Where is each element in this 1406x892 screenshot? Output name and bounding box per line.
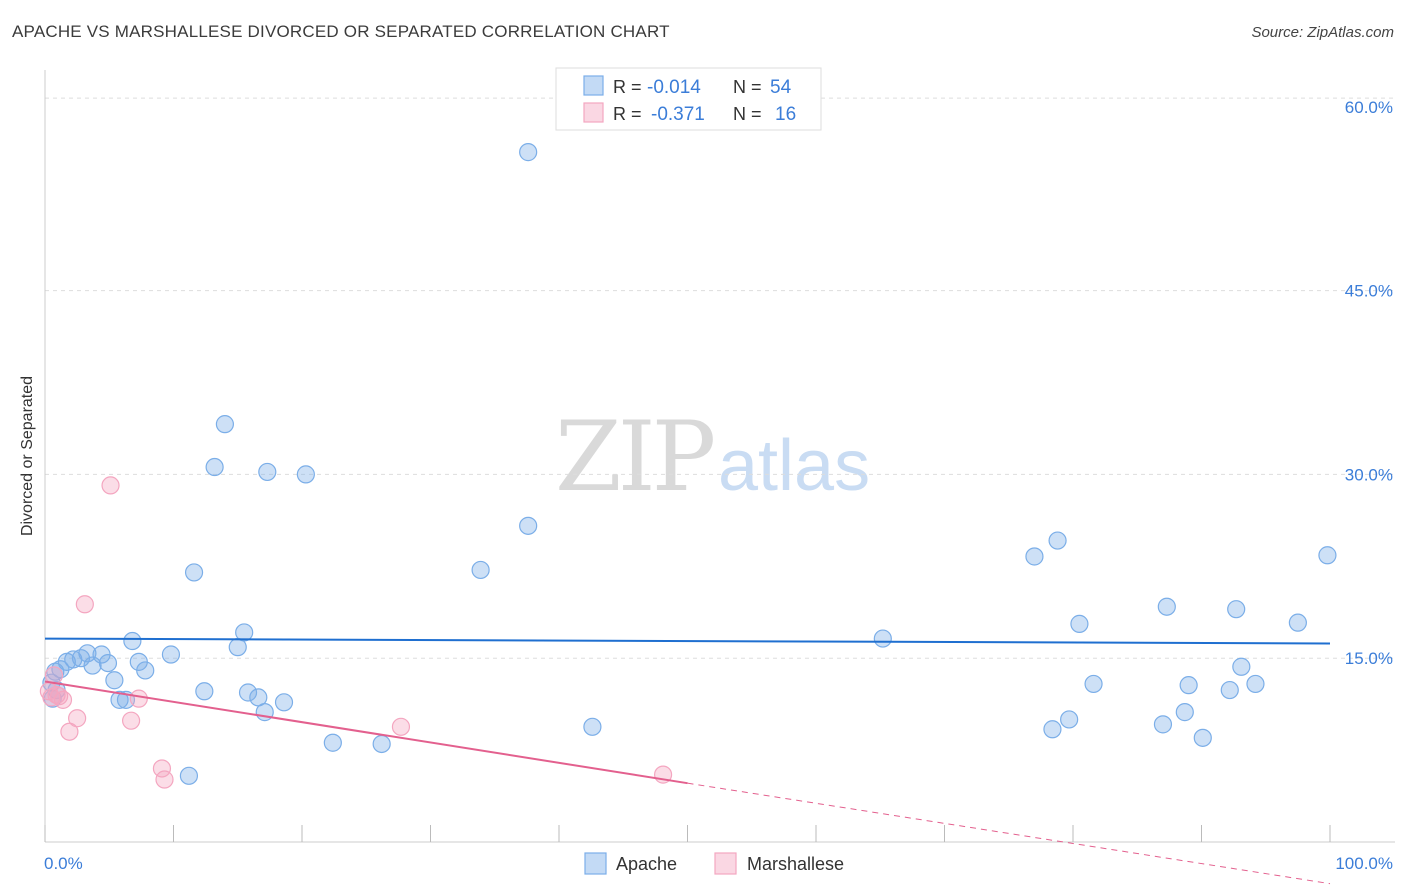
legend-r-label: R = bbox=[613, 104, 642, 124]
marshallese-point bbox=[121, 711, 141, 730]
marshallese-point bbox=[60, 722, 79, 741]
apache-point bbox=[1157, 597, 1176, 616]
legend-r-value: -0.014 bbox=[647, 77, 701, 98]
apache-point bbox=[195, 682, 214, 701]
apache-point bbox=[1043, 720, 1062, 739]
apache-point bbox=[519, 143, 538, 162]
watermark-atlas: atlas bbox=[718, 426, 870, 506]
apache-point bbox=[296, 465, 315, 484]
marshallese-point bbox=[129, 689, 148, 708]
marshallese-legend-label: Marshallese bbox=[747, 854, 844, 874]
marshallese-point bbox=[53, 690, 73, 709]
legend-n-value: 16 bbox=[775, 104, 796, 125]
chart-title: APACHE VS MARSHALLESE DIVORCED OR SEPARA… bbox=[12, 22, 670, 41]
apache-point bbox=[1318, 546, 1337, 565]
marshallese-point bbox=[68, 709, 87, 728]
apache-point bbox=[372, 734, 391, 754]
apache-point bbox=[519, 516, 538, 535]
legend-r-label: R = bbox=[613, 77, 642, 97]
apache-point bbox=[123, 631, 142, 651]
watermark-zip: ZIP bbox=[555, 401, 714, 513]
apache-point bbox=[161, 645, 181, 664]
apache-point bbox=[471, 560, 490, 580]
apache-point bbox=[1179, 676, 1198, 695]
apache-point bbox=[1220, 680, 1239, 700]
apache-point bbox=[136, 661, 155, 680]
apache-point bbox=[1193, 728, 1212, 747]
x-tick-label: 0.0% bbox=[44, 854, 83, 873]
apache-point bbox=[98, 653, 118, 673]
apache-point bbox=[1048, 531, 1067, 550]
apache-point bbox=[105, 671, 124, 690]
apache-point bbox=[1175, 703, 1194, 722]
apache-trend-line bbox=[44, 637, 1331, 645]
apache-point bbox=[1227, 600, 1246, 619]
apache-point bbox=[1060, 710, 1079, 729]
apache-legend-label: Apache bbox=[616, 854, 677, 874]
apache-point bbox=[258, 462, 277, 482]
marshallese-legend-swatch bbox=[714, 852, 737, 875]
apache-point bbox=[1246, 674, 1265, 694]
marshallese-trend-line bbox=[687, 782, 1331, 885]
marshallese-point bbox=[101, 476, 120, 495]
apache-point bbox=[274, 693, 294, 712]
marshallese-point bbox=[152, 759, 172, 778]
apache-point bbox=[1070, 614, 1089, 633]
apache-point bbox=[215, 415, 234, 434]
apache-legend-swatch bbox=[584, 852, 607, 875]
legend-n-label: N = bbox=[733, 104, 762, 124]
x-tick-label: 100.0% bbox=[1335, 854, 1393, 873]
apache-point bbox=[323, 733, 342, 752]
apache-point bbox=[873, 629, 892, 648]
correlation-legend: R = -0.014 N = 54 R = -0.371 N = 16 bbox=[555, 67, 822, 131]
legend-n-label: N = bbox=[733, 77, 762, 97]
marshallese-point bbox=[75, 595, 94, 614]
y-tick-label: 15.0% bbox=[1345, 649, 1393, 668]
apache-point bbox=[1153, 715, 1173, 734]
apache-point bbox=[583, 717, 602, 736]
apache-point bbox=[1288, 613, 1307, 632]
series-legend: Apache Marshallese bbox=[584, 852, 844, 875]
legend-n-value: 54 bbox=[770, 77, 792, 98]
apache-swatch bbox=[583, 75, 604, 96]
apache-point bbox=[235, 623, 254, 642]
apache-point bbox=[110, 690, 129, 709]
marshallese-swatch bbox=[583, 102, 604, 123]
marshallese-trend-line bbox=[44, 680, 688, 785]
apache-point bbox=[238, 683, 258, 702]
legend-r-value: -0.371 bbox=[651, 104, 705, 125]
y-tick-label: 45.0% bbox=[1345, 282, 1393, 301]
source-note: Source: ZipAtlas.com bbox=[1251, 24, 1394, 41]
apache-point bbox=[205, 457, 224, 477]
y-tick-label: 30.0% bbox=[1345, 465, 1393, 484]
apache-point bbox=[1084, 674, 1103, 694]
y-tick-label: 60.0% bbox=[1345, 98, 1393, 117]
apache-point bbox=[179, 766, 199, 785]
apache-point bbox=[1025, 547, 1044, 566]
marshallese-point bbox=[155, 770, 174, 789]
apache-point bbox=[1232, 657, 1251, 676]
marshallese-point bbox=[391, 717, 411, 736]
apache-point bbox=[184, 563, 204, 582]
legend-box bbox=[555, 67, 822, 131]
